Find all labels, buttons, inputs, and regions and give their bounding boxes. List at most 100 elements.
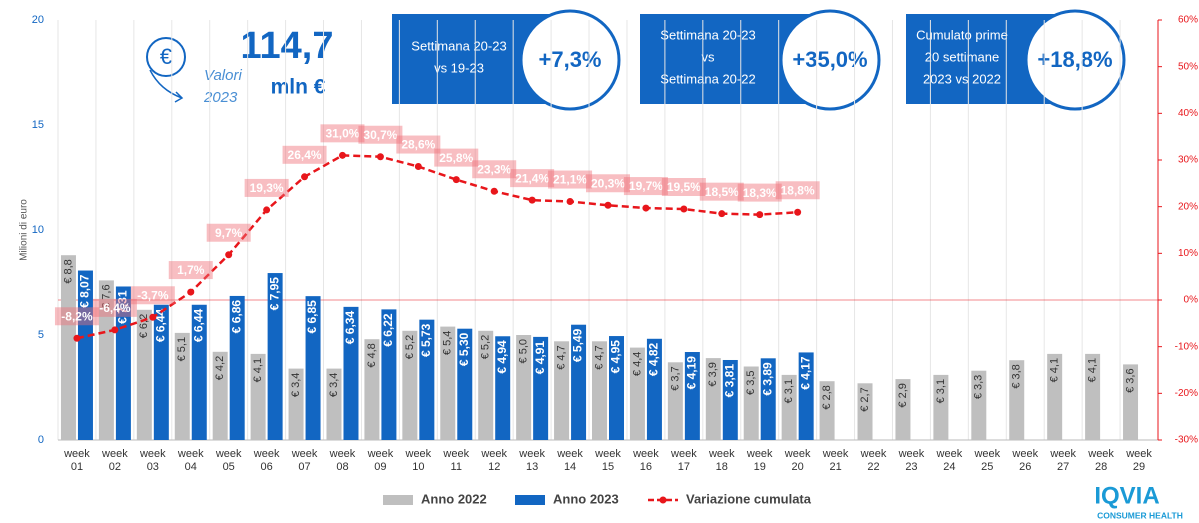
x-tick-label: week 06 bbox=[253, 448, 280, 473]
kpi-value: +35,0% bbox=[792, 47, 867, 72]
data-label: € 4,19 bbox=[685, 356, 699, 390]
x-tick-label: week 21 bbox=[822, 448, 849, 473]
y2-tick-label: -30% bbox=[1175, 435, 1198, 446]
kpi-text: Settimana 20-23 bbox=[660, 27, 755, 42]
label-box bbox=[472, 160, 517, 179]
x-tick-label: week 08 bbox=[329, 448, 356, 473]
data-label: € 3,6 bbox=[1124, 368, 1136, 392]
line-point bbox=[187, 288, 195, 296]
data-label: 31,0% bbox=[325, 127, 359, 141]
bar bbox=[819, 381, 835, 440]
x-tick-label: week 11 bbox=[443, 448, 470, 473]
data-label: € 3,4 bbox=[290, 373, 302, 397]
y-axis-label: Milioni di euro bbox=[19, 199, 30, 261]
data-label: 30,7% bbox=[363, 128, 397, 142]
label-box bbox=[623, 177, 668, 196]
legend-swatch bbox=[515, 495, 545, 505]
data-label: € 6,86 bbox=[229, 300, 243, 334]
bar bbox=[533, 336, 549, 440]
data-label: 28,6% bbox=[401, 138, 435, 152]
x-tick-label: week 16 bbox=[633, 448, 659, 473]
line-point bbox=[301, 173, 309, 181]
label-box bbox=[358, 125, 403, 144]
y2-tick-label: 20% bbox=[1178, 201, 1198, 212]
label-box bbox=[661, 178, 706, 196]
data-label: € 8,07 bbox=[78, 274, 92, 308]
x-tick-label: week 25 bbox=[974, 448, 1001, 473]
label-box bbox=[775, 181, 820, 200]
data-label: € 4,8 bbox=[366, 343, 378, 367]
legend-label: Anno 2022 bbox=[421, 491, 487, 506]
y-tick-label: 5 bbox=[38, 329, 44, 341]
bar bbox=[267, 273, 283, 440]
data-label: 21,4% bbox=[515, 171, 549, 185]
y2-tick-label: 40% bbox=[1178, 108, 1198, 119]
data-label: 20,3% bbox=[591, 176, 625, 190]
label-box bbox=[510, 169, 555, 188]
bar bbox=[305, 296, 321, 440]
line bbox=[76, 154, 798, 340]
line-point bbox=[111, 326, 119, 334]
line-point bbox=[604, 201, 612, 209]
data-label: 19,5% bbox=[667, 180, 701, 194]
unit: mln € bbox=[271, 76, 326, 99]
kpi-text: 20 settimane bbox=[925, 49, 999, 64]
x-tick-label: week 26 bbox=[1012, 448, 1039, 473]
data-label: € 4,94 bbox=[495, 340, 509, 374]
data-label: € 3,5 bbox=[745, 371, 757, 395]
kpi-text: Settimana 20-22 bbox=[660, 71, 755, 86]
data-label: € 5,30 bbox=[457, 332, 471, 366]
bar bbox=[457, 328, 473, 440]
data-label: € 2,7 bbox=[859, 387, 871, 411]
logo: IQVIA bbox=[1094, 482, 1159, 509]
y2-tick-label: -20% bbox=[1175, 388, 1198, 399]
legend-swatch bbox=[383, 495, 413, 505]
y2-tick-label: -10% bbox=[1175, 341, 1198, 352]
x-tick-label: week 09 bbox=[367, 448, 394, 473]
data-label: € 4,7 bbox=[593, 345, 605, 369]
data-label: € 4,1 bbox=[252, 358, 264, 382]
line-point bbox=[73, 334, 81, 342]
bar bbox=[191, 304, 207, 440]
arrow bbox=[149, 69, 184, 103]
bar bbox=[229, 295, 245, 440]
x-tick-label: week 27 bbox=[1050, 448, 1077, 473]
bar bbox=[60, 255, 76, 440]
kpi-text: vs bbox=[702, 49, 716, 64]
data-label: 1,7% bbox=[177, 263, 205, 277]
bar bbox=[684, 352, 700, 440]
data-label: € 4,95 bbox=[609, 340, 623, 374]
line-point bbox=[225, 251, 233, 259]
y2-tick-label: 30% bbox=[1178, 155, 1198, 166]
data-label: € 3,81 bbox=[722, 364, 736, 398]
bar bbox=[1009, 360, 1025, 440]
kpi-circle bbox=[519, 9, 621, 111]
bar bbox=[571, 324, 587, 440]
x-tick-label: week 18 bbox=[708, 448, 735, 473]
x-tick-label: week 23 bbox=[898, 448, 925, 473]
bar bbox=[419, 319, 435, 440]
line-point bbox=[414, 163, 422, 171]
bar bbox=[478, 330, 494, 440]
x-tick-label: week 12 bbox=[481, 448, 508, 473]
x-tick-label: week 20 bbox=[784, 448, 811, 473]
bar bbox=[554, 341, 570, 440]
data-label: € 6,2 bbox=[138, 314, 150, 338]
bar bbox=[629, 347, 645, 440]
data-label: € 2,8 bbox=[821, 385, 833, 409]
data-label: 19,3% bbox=[250, 181, 284, 195]
bar bbox=[895, 379, 911, 440]
label-box bbox=[282, 145, 327, 164]
data-label: € 6,22 bbox=[381, 313, 395, 347]
bar bbox=[516, 335, 532, 440]
data-label: € 4,82 bbox=[647, 342, 661, 376]
line-point bbox=[490, 187, 498, 195]
label-box bbox=[54, 307, 99, 326]
label-box bbox=[244, 178, 289, 197]
label-box bbox=[130, 286, 175, 305]
bar bbox=[781, 374, 797, 440]
x-tick-label: week 17 bbox=[671, 448, 697, 473]
data-label: € 3,7 bbox=[669, 366, 681, 390]
data-label: -8,2% bbox=[61, 309, 93, 323]
label-box bbox=[320, 124, 365, 143]
